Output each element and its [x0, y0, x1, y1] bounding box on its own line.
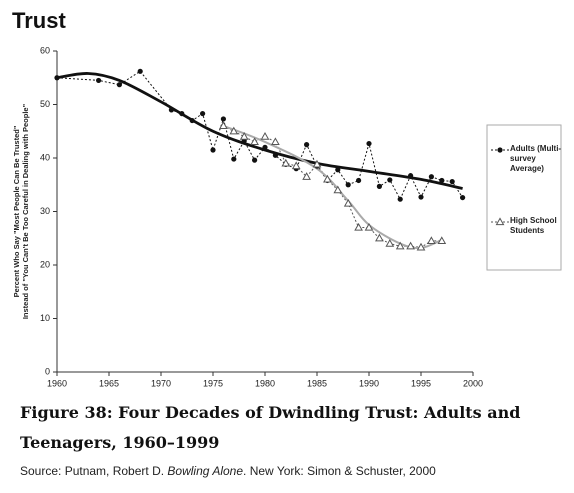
legend-marker: [495, 217, 505, 226]
source-suffix: . New York: Simon & Schuster, 2000: [243, 464, 436, 478]
legend-label: High School Students: [510, 216, 557, 235]
data-point: [304, 142, 310, 148]
data-point: [385, 238, 395, 247]
data-point: [343, 198, 353, 207]
data-point: [366, 140, 372, 147]
data-point: [271, 137, 280, 146]
data-point: [272, 152, 278, 158]
data-point: [375, 233, 384, 242]
legend-box: [486, 124, 562, 271]
data-point: [231, 156, 237, 162]
data-point: [210, 147, 216, 153]
data-point: [250, 137, 259, 146]
series-line: [56, 70, 464, 201]
data-point: [291, 161, 301, 170]
data-point: [252, 157, 258, 163]
data-point: [364, 222, 374, 231]
data-point: [335, 167, 341, 173]
data-point: [281, 158, 291, 167]
x-tick-label: 1970: [151, 378, 171, 388]
data-point: [437, 236, 447, 245]
y-axis-label: Instead of "You Can't Be Too Careful in …: [21, 103, 30, 319]
data-point: [397, 196, 403, 202]
data-point: [200, 110, 206, 117]
data-point: [302, 172, 311, 180]
y-tick-label: 60: [40, 45, 50, 55]
y-tick-label: 0: [45, 366, 50, 376]
y-tick-label: 10: [40, 313, 50, 323]
caption: Figure 38: Four Decades of Dwindling Tru…: [20, 403, 521, 452]
y-tick-label: 20: [40, 259, 50, 269]
x-tick-label: 1985: [307, 378, 327, 388]
data-point: [96, 77, 102, 84]
data-point: [356, 177, 362, 184]
data-point: [219, 121, 228, 129]
data-point: [260, 131, 270, 140]
data-point: [262, 144, 268, 150]
data-point: [229, 126, 239, 135]
data-point: [333, 185, 343, 194]
data-point: [239, 131, 249, 140]
data-point: [428, 174, 434, 180]
data-point: [408, 173, 414, 179]
data-point: [137, 68, 143, 74]
legend-label-box: High School Students: [510, 216, 557, 235]
legend-marker: [497, 147, 503, 153]
x-tick-label: 1995: [411, 378, 431, 388]
y-tick-label: 30: [40, 206, 50, 216]
data-point: [168, 107, 174, 113]
data-point: [460, 194, 466, 201]
data-point: [418, 194, 424, 200]
data-point: [354, 222, 363, 231]
source-book: Bowling Alone: [167, 464, 244, 478]
data-point: [449, 178, 455, 185]
data-point: [189, 117, 195, 124]
data-point: [116, 82, 122, 88]
chart-title: Trust: [12, 8, 66, 33]
data-point: [376, 183, 382, 189]
data-point: [416, 242, 426, 251]
y-tick-label: 40: [40, 152, 50, 162]
source-prefix: Source: Putnam, Robert D.: [20, 464, 165, 478]
data-point: [220, 116, 226, 122]
data-point: [406, 241, 415, 250]
trend-line: [56, 72, 463, 190]
legend-label: Adults (Multi-survey Average): [510, 144, 562, 173]
legend-label-box: Adults (Multi-survey Average): [510, 144, 562, 173]
chart: Trust 0 10 20 30 40 50 60 1960 1965 1970 1975 1980 1…: [12, 8, 562, 388]
x-tick-label: 1980: [255, 378, 275, 388]
data-point: [312, 159, 322, 168]
data-point: [439, 177, 445, 184]
data-point: [179, 110, 185, 117]
data-point: [54, 75, 60, 81]
y-tick-label: 50: [40, 99, 50, 109]
data-point: [345, 182, 351, 188]
x-tick-label: 1960: [47, 378, 67, 388]
data-point: [395, 241, 405, 250]
x-tick-label: 2000: [463, 378, 483, 388]
y-axis-label: Percent Who Say "Most People Can Be Trus…: [12, 125, 21, 297]
data-point: [387, 177, 393, 183]
data-point: [323, 174, 332, 183]
data-point: [427, 236, 436, 245]
x-tick-label: 1975: [203, 378, 223, 388]
x-tick-label: 1990: [359, 378, 379, 388]
source: Source: Putnam, Robert D. Bowling Alone.…: [20, 464, 436, 478]
x-tick-label: 1965: [99, 378, 119, 388]
